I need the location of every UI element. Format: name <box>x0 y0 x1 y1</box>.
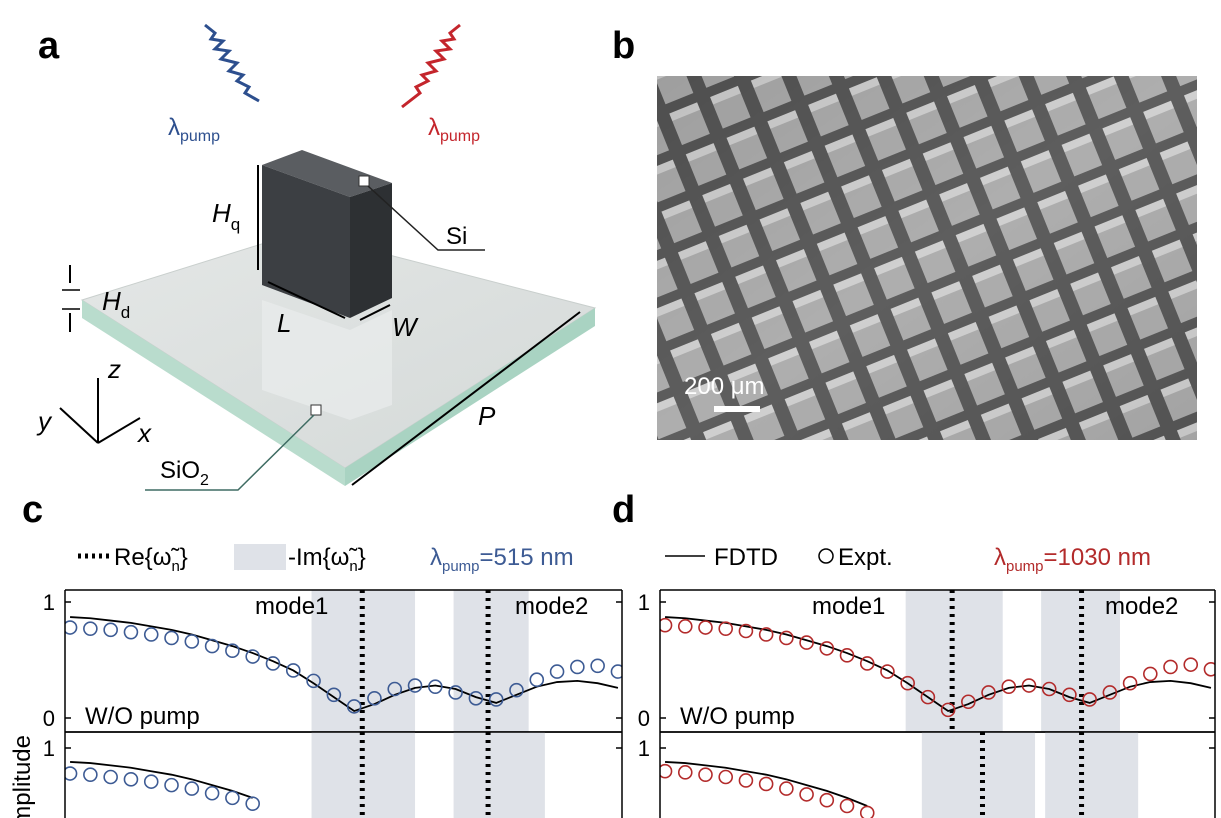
data-point <box>246 650 259 663</box>
data-point <box>591 659 604 672</box>
panel-label: d <box>612 489 635 531</box>
pump-label: λpump <box>428 114 480 145</box>
data-line <box>665 762 867 806</box>
y-tick-label: 1 <box>43 590 55 615</box>
data-point <box>84 622 97 635</box>
data-point <box>165 631 178 644</box>
y-axis-label: Amplitude <box>9 735 36 818</box>
chart: 0 1 mode1 mode2 W/O pump <box>638 590 1218 732</box>
dim-label: W <box>392 312 419 342</box>
data-point <box>1184 658 1197 671</box>
legend-label: Expt. <box>838 544 893 571</box>
data-point <box>780 782 793 795</box>
data-point <box>246 797 259 810</box>
data-point <box>185 782 198 795</box>
annotation: mode2 <box>1105 593 1178 620</box>
mode-band <box>454 732 545 818</box>
data-point <box>800 788 813 801</box>
data-point <box>679 620 692 633</box>
material-label: SiO2 <box>160 457 209 489</box>
panel-label: a <box>38 25 60 67</box>
legend-label: Re{ω̃n} <box>114 544 188 575</box>
data-point <box>185 635 198 648</box>
axis-label: x <box>136 418 152 448</box>
data-point <box>145 628 158 641</box>
dim-label: P <box>478 401 496 431</box>
annotation: mode2 <box>515 593 588 620</box>
data-point <box>1124 677 1137 690</box>
data-point <box>226 791 239 804</box>
data-point <box>1164 660 1177 673</box>
annotation: mode1 <box>255 593 328 620</box>
data-point <box>165 779 178 792</box>
data-point <box>780 631 793 644</box>
data-point <box>679 766 692 779</box>
data-point <box>1144 667 1157 680</box>
y-tick-label: 1 <box>638 736 650 761</box>
chart: 0 1 mode1 mode2 W/O pump <box>43 590 625 732</box>
plot-area <box>64 732 545 818</box>
chart: 1 <box>43 732 622 818</box>
figure: a b c d λpump λpump Hq Hd L W Si SiO2 P … <box>0 0 1221 818</box>
data-point <box>104 623 117 636</box>
data-point <box>551 665 564 678</box>
dim-label: Hq <box>212 198 240 234</box>
data-line <box>70 762 253 798</box>
chart: 1 <box>638 732 1215 818</box>
panel-label: b <box>612 25 635 67</box>
annotation: W/O pump <box>680 703 795 730</box>
dim-label: L <box>277 308 291 338</box>
y-tick-label: 0 <box>43 706 55 731</box>
data-point <box>124 773 137 786</box>
data-point <box>719 771 732 784</box>
data-point <box>820 794 833 807</box>
mode-band <box>1045 732 1138 818</box>
data-point <box>760 777 773 790</box>
data-point <box>104 771 117 784</box>
data-point <box>739 774 752 787</box>
data-point <box>800 636 813 649</box>
data-point <box>719 622 732 635</box>
data-point <box>530 673 543 686</box>
pump-annotation: λpump=1030 nm <box>994 544 1151 575</box>
axis-label: z <box>107 354 121 384</box>
pump-label: λpump <box>168 114 220 145</box>
plot-area <box>659 732 1139 818</box>
data-point <box>841 800 854 813</box>
data-point <box>124 626 137 639</box>
y-tick-label: 1 <box>638 590 650 615</box>
y-tick-label: 1 <box>43 736 55 761</box>
data-point <box>145 775 158 788</box>
y-tick-label: 0 <box>638 706 650 731</box>
annotation: mode1 <box>812 593 885 620</box>
pump-annotation: λpump=515 nm <box>430 544 574 575</box>
legend-label: FDTD <box>714 544 778 571</box>
axis-label: y <box>36 406 53 436</box>
data-point <box>84 768 97 781</box>
mode-band <box>922 732 1035 818</box>
annotation: W/O pump <box>85 703 200 730</box>
material-label: Si <box>446 223 467 250</box>
scale-bar-label: 200 μm <box>684 373 765 400</box>
data-point <box>881 665 894 678</box>
data-point <box>861 806 874 818</box>
data-point <box>206 640 219 653</box>
legend-label: -Im{ω̃n} <box>288 544 366 575</box>
data-point <box>699 621 712 634</box>
data-point <box>571 660 584 673</box>
panel-label: c <box>22 489 43 531</box>
data-point <box>699 768 712 781</box>
data-point <box>206 787 219 800</box>
